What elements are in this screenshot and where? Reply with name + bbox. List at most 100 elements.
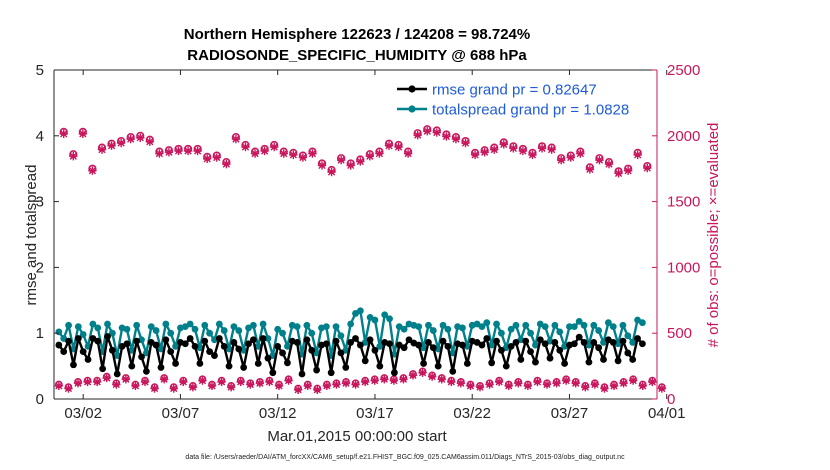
obs-evaluated-low-marker <box>246 380 255 389</box>
obs-evaluated-low-marker-stroke <box>505 382 513 390</box>
rmse-marker <box>488 359 496 367</box>
rmse-marker <box>186 335 194 342</box>
rmse-marker <box>595 344 603 352</box>
obs-evaluated-low-marker-stroke <box>447 378 455 386</box>
spread-marker <box>507 325 515 333</box>
rmse-marker <box>196 360 204 367</box>
spread-marker <box>619 321 627 329</box>
obs-evaluated-marker <box>116 138 126 148</box>
obs-evaluated-low-marker <box>638 381 647 391</box>
obs-evaluated-low-marker <box>466 381 475 391</box>
obs-evaluated-low-marker <box>600 384 609 393</box>
rmse-marker <box>157 364 165 371</box>
spread-marker <box>157 345 165 353</box>
obs-evaluated-low-marker <box>523 381 533 391</box>
obs-evaluated-marker-stroke <box>222 160 230 168</box>
obs-evaluated-marker-stroke <box>127 135 135 143</box>
obs-evaluated-marker <box>614 169 623 178</box>
obs-evaluated-low-marker-stroke <box>93 378 101 386</box>
spread-marker <box>293 323 301 331</box>
obs-evaluated-low-marker-stroke <box>122 375 130 383</box>
spread-marker <box>624 332 632 340</box>
obs-evaluated-marker <box>604 159 614 169</box>
spread-marker <box>259 320 267 328</box>
x-tick-label: 03/17 <box>356 405 394 422</box>
obs-evaluated-low-marker <box>418 368 427 377</box>
obs-evaluated-low-marker <box>54 381 64 391</box>
obs-evaluated-marker-stroke <box>280 149 288 158</box>
obs-evaluated-marker <box>155 149 164 158</box>
obs-evaluated-marker <box>241 142 250 152</box>
obs-evaluated-marker-stroke <box>595 156 604 164</box>
y-left-tick-label: 2 <box>36 259 44 276</box>
spread-marker <box>186 320 194 328</box>
spread-marker <box>215 320 223 328</box>
legend-spread-marker <box>408 105 416 113</box>
rmse-marker <box>279 349 286 357</box>
y-right-tick-label: 0 <box>667 391 675 408</box>
obs-evaluated-marker <box>59 129 68 139</box>
obs-evaluated-low-marker <box>628 376 638 385</box>
obs-evaluated-marker <box>461 138 470 148</box>
y-left-tick-label: 4 <box>36 128 44 145</box>
obs-evaluated-marker <box>623 166 633 175</box>
obs-evaluated-low-marker-stroke <box>658 384 666 393</box>
obs-evaluated-marker-stroke <box>624 167 632 175</box>
rmse-marker <box>532 358 539 366</box>
obs-evaluated-marker <box>279 149 288 158</box>
obs-evaluated-low-marker-stroke <box>256 379 264 387</box>
obs-evaluated-low-marker <box>179 377 188 387</box>
spread-marker <box>220 327 228 334</box>
obs-evaluated-marker <box>136 133 145 142</box>
obs-evaluated-low-marker-stroke <box>189 383 197 391</box>
obs-evaluated-low-marker <box>121 375 131 384</box>
obs-evaluated-low-marker <box>112 380 121 389</box>
obs-evaluated-marker <box>537 144 547 153</box>
obs-evaluated-marker-stroke <box>452 135 460 143</box>
obs-evaluated-marker-stroke <box>251 149 259 158</box>
obs-evaluated-low-marker <box>73 379 83 388</box>
obs-evaluated-low-marker <box>514 379 523 388</box>
obs-evaluated-marker-stroke <box>203 155 211 163</box>
y-right-tick-label: 500 <box>667 325 692 342</box>
spread-marker <box>279 329 286 337</box>
obs-evaluated-marker-stroke <box>567 153 575 162</box>
obs-evaluated-low-marker-stroke <box>485 380 494 389</box>
spread-marker <box>449 349 457 357</box>
spread-marker <box>483 319 491 327</box>
obs-evaluated-marker-stroke <box>519 147 527 155</box>
obs-evaluated-low-marker-stroke <box>619 379 628 387</box>
rmse-marker <box>512 339 520 346</box>
obs-evaluated-marker-stroke <box>174 147 183 155</box>
obs-evaluated-low-marker-stroke <box>371 376 379 385</box>
obs-evaluated-marker-stroke <box>289 151 297 159</box>
spread-marker <box>512 321 520 329</box>
rmse-marker <box>181 340 189 348</box>
spread-marker <box>113 352 121 359</box>
obs-evaluated-marker <box>289 150 298 160</box>
obs-evaluated-marker-stroke <box>60 130 68 138</box>
data-file-footnote: data file: /Users/raeder/DAI/ATM_forcXX/… <box>185 454 625 461</box>
obs-evaluated-marker <box>78 129 88 139</box>
rmse-marker <box>303 336 311 344</box>
obs-evaluated-marker-stroke <box>117 139 125 147</box>
obs-evaluated-marker-stroke <box>270 143 278 151</box>
obs-evaluated-marker <box>327 167 336 177</box>
rmse-marker <box>142 367 150 375</box>
obs-evaluated-low-marker <box>552 379 561 388</box>
obs-evaluated-low-marker-stroke <box>64 384 73 393</box>
obs-evaluated-marker-stroke <box>184 147 192 155</box>
rmse-marker <box>162 336 170 344</box>
spread-marker <box>347 320 355 328</box>
obs-evaluated-low-marker-stroke <box>572 379 580 387</box>
rmse-marker <box>522 337 530 345</box>
y-left-tick-label: 0 <box>36 391 44 408</box>
obs-evaluated-marker-stroke <box>366 152 374 160</box>
obs-evaluated-marker-stroke <box>88 167 97 175</box>
obs-evaluated-marker <box>499 140 508 149</box>
obs-evaluated-low-marker <box>332 380 341 389</box>
obs-evaluated-marker <box>394 142 403 152</box>
spread-marker <box>527 329 534 337</box>
legend-rmse-marker <box>408 85 416 93</box>
obs-evaluated-low-marker <box>255 379 265 388</box>
